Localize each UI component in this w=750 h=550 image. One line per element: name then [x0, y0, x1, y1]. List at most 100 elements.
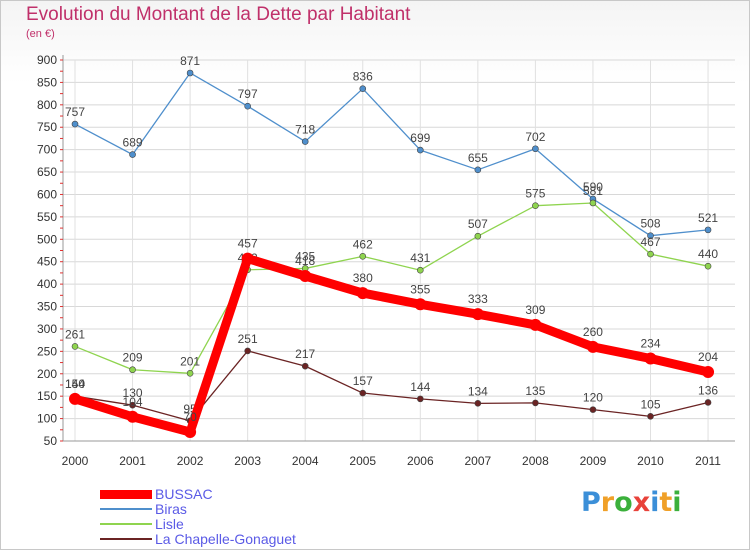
x-tick-label: 2008 — [522, 454, 549, 468]
legend-label: La Chapelle-Gonaguet — [155, 531, 296, 547]
logo-letter: x — [632, 487, 651, 518]
legend-item: La Chapelle-Gonaguet — [100, 531, 296, 547]
data-label: 655 — [468, 151, 488, 165]
legend-label: Biras — [155, 501, 187, 517]
y-tick-label: 450 — [37, 255, 57, 269]
data-point — [416, 395, 424, 403]
y-tick-label: 650 — [37, 165, 57, 179]
proxiti-logo: Proxiti — [581, 487, 682, 518]
data-point — [184, 426, 197, 439]
logo-letter: t — [659, 487, 673, 518]
data-point — [71, 343, 79, 350]
data-label: 144 — [65, 377, 85, 391]
data-point — [586, 340, 599, 353]
series-line-lisle — [74, 202, 709, 374]
data-point — [416, 266, 424, 274]
logo-letter: i — [650, 487, 660, 518]
data-label: 590 — [583, 180, 603, 194]
x-tick-label: 2000 — [62, 454, 89, 468]
y-tick-label: 600 — [37, 187, 57, 201]
x-tick-label: 2009 — [580, 454, 607, 468]
x-tick-label: 2005 — [349, 454, 376, 468]
data-label: 217 — [295, 347, 315, 361]
y-tick-label: 500 — [37, 232, 57, 246]
data-label: 309 — [525, 303, 545, 317]
data-label: 440 — [698, 247, 718, 261]
data-label: 581 — [583, 184, 603, 198]
x-tick-label: 2006 — [407, 454, 434, 468]
data-label: 104 — [123, 395, 143, 409]
data-point — [644, 352, 657, 365]
series-line-bussac — [70, 254, 713, 437]
data-label: 209 — [123, 351, 143, 365]
data-point — [704, 226, 712, 234]
data-point — [474, 232, 482, 240]
legend-item: BUSSAC — [100, 486, 213, 502]
data-point — [704, 262, 712, 270]
data-label: 467 — [640, 235, 660, 249]
data-point — [471, 308, 484, 321]
logo-letter: r — [600, 487, 615, 518]
data-label: 261 — [65, 327, 85, 341]
legend-swatch — [100, 523, 152, 525]
y-tick-label: 750 — [37, 120, 57, 134]
legend-swatch — [100, 538, 152, 540]
data-point — [186, 69, 194, 77]
data-point — [301, 138, 309, 145]
data-point — [647, 232, 654, 240]
x-tick-label: 2004 — [292, 454, 319, 468]
x-tick-label: 2001 — [119, 454, 146, 468]
data-label: 234 — [640, 337, 660, 351]
data-point — [359, 253, 367, 260]
x-tick-label: 2010 — [637, 454, 664, 468]
data-point — [416, 146, 424, 154]
data-label: 251 — [238, 332, 258, 346]
data-point — [299, 270, 312, 283]
data-point — [532, 399, 539, 407]
data-point — [129, 151, 136, 158]
data-label: 521 — [698, 211, 718, 225]
logo-letter: P — [581, 487, 601, 518]
x-tick-label: 2007 — [464, 454, 491, 468]
logo-letter: i — [672, 487, 682, 518]
data-point — [69, 392, 81, 405]
data-label: 130 — [123, 386, 143, 400]
data-label: 136 — [698, 383, 718, 397]
data-point — [359, 389, 367, 397]
data-label: 718 — [295, 123, 315, 137]
y-tick-label: 150 — [37, 389, 57, 403]
legend-item: Lisle — [100, 516, 184, 532]
data-point — [532, 202, 539, 209]
data-label: 508 — [640, 217, 660, 231]
legend-swatch — [100, 489, 152, 499]
data-point — [647, 250, 654, 258]
chart-title: Evolution du Montant de la Dette par Hab… — [26, 4, 411, 25]
data-label: 204 — [698, 350, 718, 364]
data-point — [241, 252, 254, 265]
data-point — [704, 399, 712, 406]
y-tick-label: 550 — [37, 210, 57, 224]
data-label: 457 — [238, 237, 258, 251]
data-label: 157 — [353, 374, 373, 388]
data-label: 333 — [468, 292, 488, 306]
data-point — [244, 102, 251, 110]
data-label: 797 — [238, 87, 258, 101]
series-line-la-chapelle-gonaguet — [74, 350, 709, 422]
data-label: 134 — [468, 384, 488, 398]
data-label: 144 — [410, 380, 430, 394]
y-tick-label: 250 — [37, 344, 57, 358]
y-tick-label: 300 — [37, 322, 57, 336]
data-label: 699 — [410, 131, 430, 145]
chart-subtitle: (en €) — [26, 28, 55, 40]
data-point — [129, 366, 136, 374]
data-label: 120 — [583, 391, 603, 405]
data-label: 260 — [583, 325, 603, 339]
legend-swatch — [100, 508, 152, 510]
data-label: 150 — [65, 377, 85, 391]
data-point — [244, 347, 251, 355]
legend-item: Biras — [100, 501, 187, 517]
y-tick-label: 850 — [37, 75, 57, 89]
data-point — [647, 413, 654, 420]
